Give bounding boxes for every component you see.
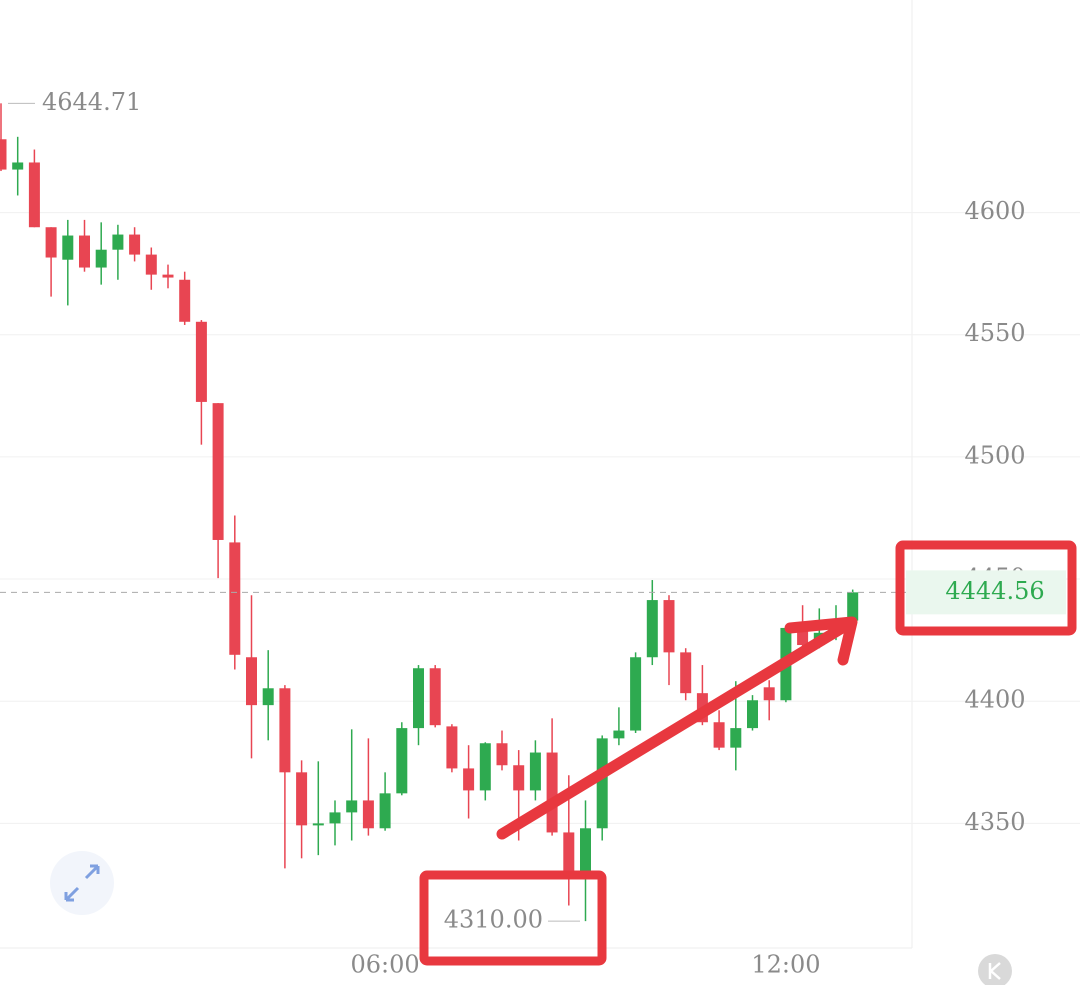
candle-body — [45, 227, 57, 258]
y-tick-label: 4350 — [964, 808, 1025, 836]
candle-body — [446, 726, 458, 769]
candle-body — [229, 542, 241, 655]
candle-body — [847, 592, 859, 621]
candle-body — [596, 738, 608, 829]
candle-body — [713, 722, 725, 748]
y-tick-label: 4550 — [964, 319, 1025, 347]
x-tick-label: 12:00 — [751, 951, 820, 979]
candle-body — [529, 752, 541, 791]
candle-body — [279, 688, 291, 773]
candle-body — [62, 235, 74, 260]
last-price-label: 4444.56 — [945, 577, 1044, 605]
candle-body — [28, 162, 40, 228]
low-label: 4310.00 — [444, 906, 543, 934]
candle-body — [212, 403, 224, 540]
chart-layer: 43504400445045004550460006:0012:004644.7… — [0, 88, 1080, 979]
candle-body — [12, 162, 24, 170]
candle-body — [563, 832, 575, 873]
candle-body — [246, 657, 257, 706]
y-tick-label: 4600 — [964, 197, 1025, 225]
candle-body — [663, 600, 675, 653]
candle-body — [429, 668, 441, 726]
candle-body — [95, 249, 107, 268]
candle-body — [479, 743, 491, 791]
candle-body — [312, 823, 324, 826]
candle-body — [613, 730, 625, 739]
trend-arrow — [496, 616, 858, 840]
candle-body — [513, 765, 525, 791]
candle-body — [396, 728, 408, 794]
last-price-bg — [906, 570, 1066, 615]
candle-body — [413, 668, 424, 729]
high-label: 4644.71 — [42, 88, 141, 116]
candle-body — [496, 743, 508, 766]
x-tick-label: 06:00 — [351, 951, 420, 979]
candle-body — [797, 627, 809, 646]
candle-body — [0, 139, 7, 170]
candle-body — [463, 768, 475, 791]
candle-body — [580, 828, 591, 873]
candle-body — [763, 687, 775, 701]
candle-body — [162, 274, 174, 278]
highlight-box — [419, 870, 607, 966]
candle-body — [646, 600, 658, 658]
candle-body — [362, 800, 374, 829]
y-tick-label: 4400 — [964, 686, 1025, 714]
candle-body — [346, 800, 358, 813]
candle-body — [262, 688, 274, 706]
candle-body — [379, 793, 391, 829]
candle-body — [129, 234, 141, 255]
expand-button[interactable] — [50, 851, 114, 915]
candle-body — [730, 728, 742, 748]
candle-body — [329, 812, 341, 824]
k-icon — [988, 962, 1001, 980]
highlight-box — [895, 540, 1077, 636]
candle-body — [195, 321, 207, 402]
expand-icon — [64, 864, 100, 902]
candle-body — [112, 234, 124, 250]
candle-body — [79, 235, 90, 268]
candle-body — [296, 772, 308, 826]
candle-body — [747, 700, 758, 729]
candle-body — [179, 279, 191, 322]
y-tick-label: 4500 — [964, 441, 1025, 469]
candle-body — [630, 657, 642, 731]
candle-body — [680, 652, 692, 694]
k-button[interactable] — [978, 954, 1012, 985]
candle-body — [546, 752, 558, 833]
candle-body — [145, 254, 157, 275]
